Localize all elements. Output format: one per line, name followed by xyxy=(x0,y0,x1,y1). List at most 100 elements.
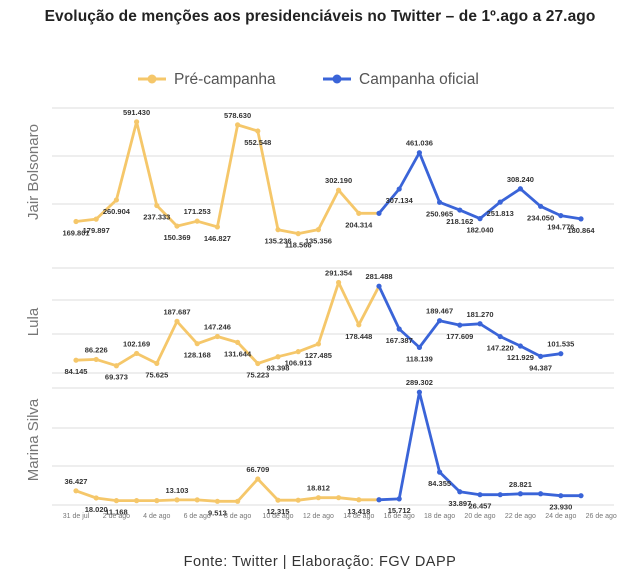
data-label: 13.103 xyxy=(166,486,189,495)
data-point xyxy=(477,216,483,222)
data-label: 302.190 xyxy=(325,176,352,185)
data-label: 18.020 xyxy=(85,505,108,514)
data-label: 187.687 xyxy=(163,307,190,316)
data-point xyxy=(578,216,584,222)
data-label: 169.801 xyxy=(62,229,89,238)
data-label: 118.139 xyxy=(406,354,433,363)
data-point xyxy=(194,497,200,503)
panel-lula: Lula 84.145 86.226 69.373 102.169 75.625 187.6… xyxy=(25,267,614,382)
data-label: 18.812 xyxy=(307,484,330,493)
data-label: 171.253 xyxy=(184,207,211,216)
x-tick-label: 14 de ago xyxy=(343,513,374,520)
data-point xyxy=(497,333,503,340)
data-label: 177.609 xyxy=(446,332,473,341)
legend-label: Pré-campanha xyxy=(174,71,276,88)
data-point xyxy=(356,322,362,328)
data-label: 291.354 xyxy=(325,268,353,277)
data-label: 102.169 xyxy=(123,339,150,348)
data-point xyxy=(275,227,281,233)
data-label: 182.040 xyxy=(466,226,493,235)
data-label: 131.644 xyxy=(224,349,252,358)
series-line-campanha-oficial xyxy=(377,285,561,358)
data-point xyxy=(295,231,301,237)
data-label: 33.897 xyxy=(448,499,471,508)
data-point xyxy=(497,199,503,205)
data-label: 237.333 xyxy=(143,213,170,222)
data-label: 146.827 xyxy=(204,234,231,243)
data-point xyxy=(194,341,200,347)
data-point xyxy=(538,491,544,497)
data-label: 128.168 xyxy=(184,351,211,360)
data-label: 178.448 xyxy=(345,332,372,341)
x-tick-label: 16 de ago xyxy=(384,513,415,520)
data-point xyxy=(336,495,342,501)
x-tick-label: 6 de ago xyxy=(184,513,211,520)
data-label: 12.315 xyxy=(267,507,290,516)
data-point xyxy=(416,150,422,156)
x-tick-label: 26 de ago xyxy=(586,513,617,520)
data-label: 75.625 xyxy=(145,370,168,379)
data-point xyxy=(315,341,321,347)
chart-footer: Fonte: Twitter | Elaboração: FGV DAPP xyxy=(183,554,457,570)
data-label: 234.050 xyxy=(527,213,554,222)
data-label: 147.220 xyxy=(487,344,514,353)
data-point xyxy=(517,343,524,349)
data-point xyxy=(255,360,261,367)
data-point xyxy=(174,318,180,324)
data-point xyxy=(174,223,180,229)
x-tick-label: 18 de ago xyxy=(424,513,455,520)
data-point xyxy=(73,357,79,363)
data-point xyxy=(275,354,281,360)
data-label: 260.904 xyxy=(103,207,131,216)
chart-title: Evolução de menções aos presidenciáveis … xyxy=(44,8,596,25)
data-label: 167.387 xyxy=(386,336,413,345)
data-point xyxy=(558,212,564,219)
data-label: 94.387 xyxy=(529,363,552,372)
data-point xyxy=(538,353,544,359)
data-point xyxy=(194,218,200,224)
data-point xyxy=(437,318,443,324)
data-label: 179.897 xyxy=(83,226,110,235)
data-label: 204.314 xyxy=(345,220,373,229)
data-point xyxy=(93,495,99,501)
data-point xyxy=(235,122,241,128)
data-point xyxy=(457,322,463,328)
data-label: 15.712 xyxy=(388,506,411,515)
data-label: 9.513 xyxy=(208,508,227,517)
data-point xyxy=(235,339,241,345)
data-label: 281.488 xyxy=(365,272,392,281)
data-point xyxy=(154,202,160,209)
legend-label: Campanha oficial xyxy=(359,71,479,88)
legend-marker-pre-campanha xyxy=(147,74,157,84)
data-point xyxy=(396,326,402,332)
data-point xyxy=(396,186,402,192)
data-point xyxy=(558,351,564,357)
x-tick-label: 31 de jul xyxy=(63,513,90,520)
panel-label: Jair Bolsonaro xyxy=(25,124,42,220)
data-point xyxy=(457,207,463,213)
data-point xyxy=(93,216,99,222)
data-point xyxy=(154,498,160,504)
data-label: 194.776 xyxy=(547,223,574,232)
data-label: 189.467 xyxy=(426,307,453,316)
data-point xyxy=(73,488,79,494)
x-tick-label: 22 de ago xyxy=(505,513,536,520)
data-label: 251.813 xyxy=(487,209,514,218)
x-axis-ticks: 31 de jul 2 de ago 4 de ago 6 de ago 8 de ag… xyxy=(63,513,617,520)
data-point xyxy=(538,203,544,209)
data-point xyxy=(214,224,220,230)
data-label: 307.134 xyxy=(386,196,414,205)
data-label: 23.930 xyxy=(549,503,572,512)
data-point xyxy=(437,199,443,205)
series-line-campanha-oficial xyxy=(377,151,582,221)
data-label: 86.226 xyxy=(85,345,108,354)
data-point xyxy=(134,498,140,504)
data-label: 84.145 xyxy=(65,367,88,376)
data-label: 75.223 xyxy=(246,371,269,380)
series-line-pre-campanha xyxy=(75,120,379,235)
data-point xyxy=(558,493,564,499)
data-point xyxy=(134,350,140,357)
x-tick-label: 12 de ago xyxy=(303,513,334,520)
panel-label: Lula xyxy=(25,307,42,336)
